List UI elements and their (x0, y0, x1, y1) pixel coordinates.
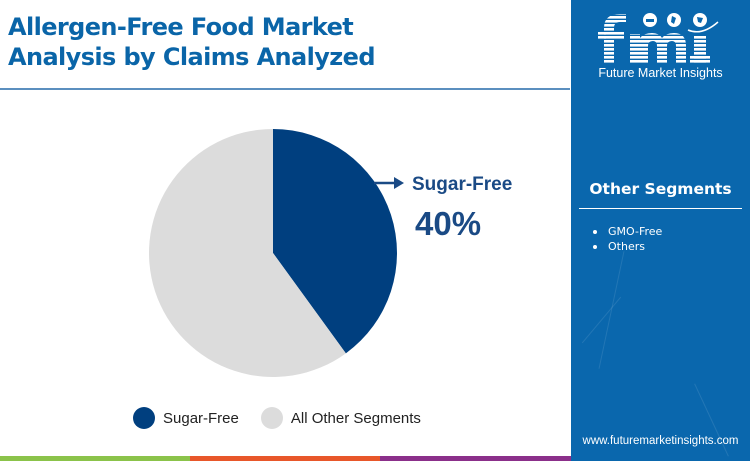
callout-arrow-icon (374, 177, 404, 189)
legend-label: Sugar-Free (163, 409, 239, 427)
legend-item-all-other-segments: All Other Segments (260, 407, 421, 429)
sidebar-panel: Future Market Insights Other Segments GM… (571, 0, 750, 461)
other-segments-list: GMO-Free Others (593, 224, 662, 254)
callout-label: Sugar-Free (412, 174, 513, 195)
decorative-line (581, 296, 622, 344)
segment-item-gmo-free: GMO-Free (593, 224, 662, 239)
pie-slice-sugar-free (273, 129, 397, 354)
logo-subtitle: Future Market Insights (598, 66, 723, 80)
footer-stripe-purple (380, 456, 571, 461)
chart-title-line-2: Analysis by Claims Analyzed (8, 43, 376, 71)
footer-stripe-orange (190, 456, 380, 461)
other-segments-divider (579, 208, 742, 209)
pie-slice-all-other-segments (149, 129, 346, 377)
bullet-icon (593, 229, 597, 234)
chart-title-line-1: Allergen-Free Food Market (8, 13, 354, 41)
pie-chart (149, 129, 397, 377)
bullet-icon (593, 244, 597, 249)
decorative-line (598, 251, 625, 369)
footer-stripe-green (0, 456, 190, 461)
segment-item-others: Others (593, 239, 662, 254)
segment-label: Others (608, 240, 645, 253)
chart-title: Allergen-Free Food Market Analysis by Cl… (8, 12, 376, 72)
chart-legend: Sugar-Free All Other Segments (133, 407, 443, 429)
segment-label: GMO-Free (608, 225, 663, 238)
fmi-logo-icon (598, 13, 719, 64)
other-segments-title: Other Segments (589, 180, 732, 198)
title-divider (0, 88, 570, 90)
legend-swatch-all-other-segments (260, 407, 283, 429)
legend-label: All Other Segments (290, 409, 421, 427)
callout-value: 40% (415, 205, 482, 242)
website-link[interactable]: www.futuremarketinsights.com (582, 435, 739, 447)
legend-item-sugar-free: Sugar-Free (133, 407, 239, 429)
pie-chart-svg (149, 129, 397, 377)
legend-swatch-sugar-free (133, 407, 155, 429)
